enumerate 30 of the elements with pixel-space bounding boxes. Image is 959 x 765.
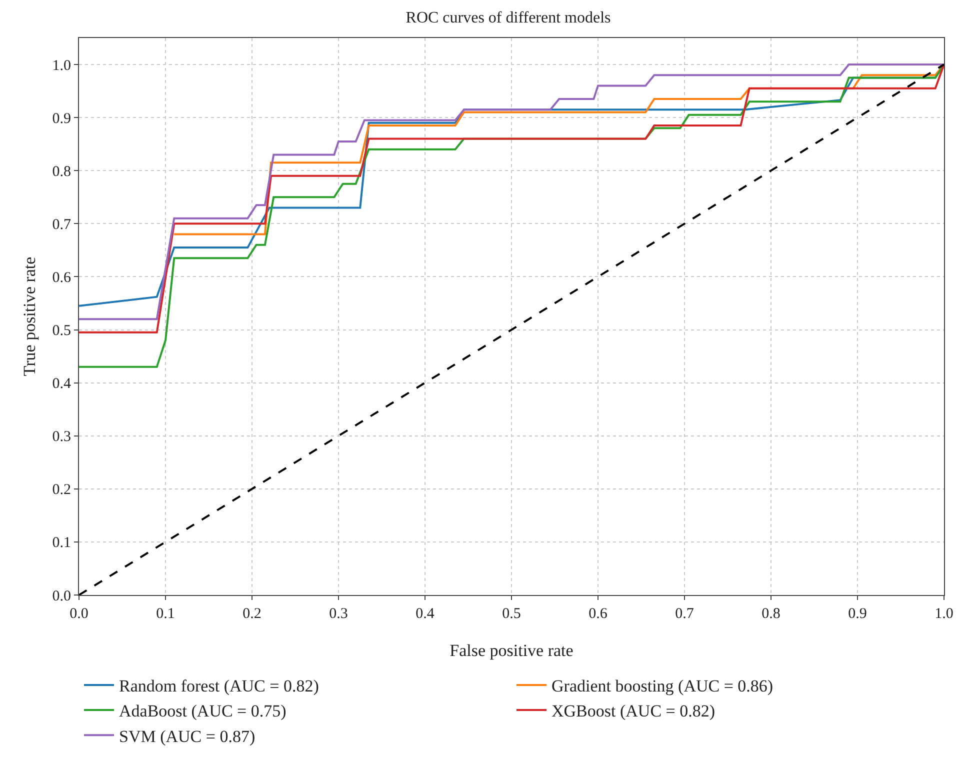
y-axis-title: True positive rate <box>20 256 39 376</box>
y-tick-label: 0.0 <box>52 588 71 604</box>
x-tick-label: 0.7 <box>675 606 694 622</box>
legend-label: XGBoost (AUC = 0.82) <box>552 702 716 721</box>
y-tick-label: 0.7 <box>52 216 72 233</box>
x-tick-label: 0.6 <box>588 606 608 622</box>
x-tick-label: 0.3 <box>329 606 348 622</box>
x-axis-title: False positive rate <box>450 641 574 660</box>
chart-title: ROC curves of different models <box>406 10 611 27</box>
legend-label: Gradient boosting (AUC = 0.86) <box>552 676 774 696</box>
y-tick-label: 0.5 <box>52 323 71 340</box>
x-tick-label: 0.0 <box>70 606 88 622</box>
y-tick-label: 0.9 <box>52 110 71 127</box>
x-tick-label: 0.8 <box>762 606 780 622</box>
x-tick-label: 0.2 <box>242 606 262 622</box>
y-tick-label: 0.4 <box>52 376 72 392</box>
y-tick-label: 0.1 <box>52 535 71 552</box>
y-tick-label: 1.0 <box>52 58 71 74</box>
x-tick-label: 0.5 <box>502 606 521 622</box>
legend-label: AdaBoost (AUC = 0.75) <box>119 702 286 721</box>
y-tick-label: 0.2 <box>52 482 71 498</box>
y-tick-label: 0.8 <box>52 164 71 180</box>
x-tick-label: 0.9 <box>848 606 867 622</box>
legend-label: SVM (AUC = 0.87) <box>119 726 256 746</box>
legend-label: Random forest (AUC = 0.82) <box>119 676 319 696</box>
x-tick-label: 0.1 <box>156 606 175 622</box>
y-tick-label: 0.6 <box>52 270 72 286</box>
y-tick-label: 0.3 <box>52 429 71 446</box>
x-tick-label: 0.4 <box>416 606 435 622</box>
x-tick-label: 1.0 <box>934 606 954 622</box>
